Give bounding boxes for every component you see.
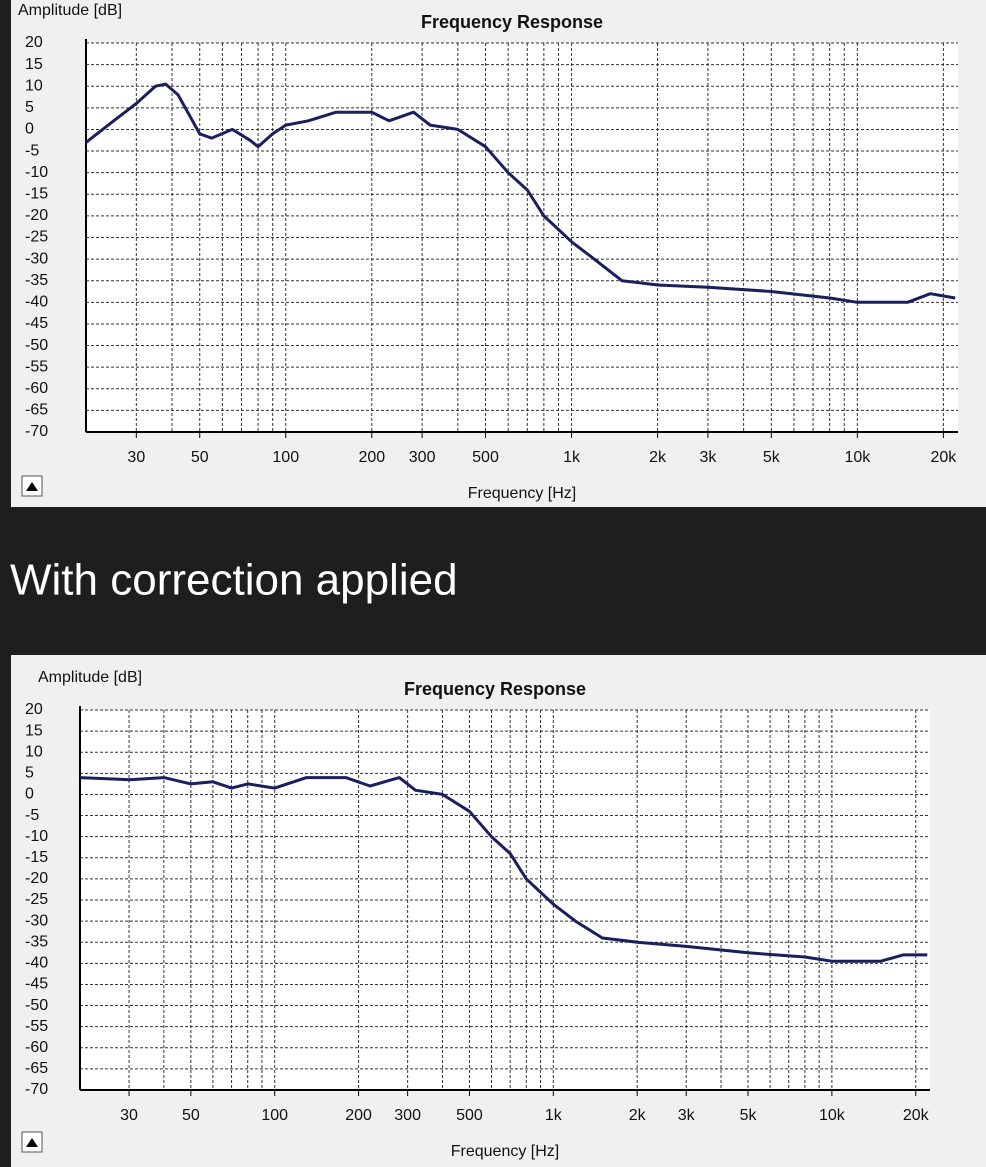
x-tick-label: 5k xyxy=(763,449,781,466)
y-tick-label: -60 xyxy=(25,1039,48,1056)
chart-title: Frequency Response xyxy=(404,679,586,699)
x-tick-label: 100 xyxy=(261,1107,288,1124)
y-tick-label: -50 xyxy=(25,337,48,354)
x-tick-label: 30 xyxy=(127,449,145,466)
y-tick-label: -65 xyxy=(25,402,48,419)
y-tick-label: -60 xyxy=(25,380,48,397)
x-tick-label: 100 xyxy=(272,449,299,466)
y-tick-label: -65 xyxy=(25,1060,48,1077)
x-tick-label: 50 xyxy=(191,449,209,466)
x-tick-label: 200 xyxy=(345,1107,372,1124)
x-tick-label: 500 xyxy=(456,1107,483,1124)
y-tick-label: -50 xyxy=(25,997,48,1014)
y-tick-label: -40 xyxy=(25,294,48,311)
y-tick-label: -10 xyxy=(25,164,48,181)
x-tick-label: 1k xyxy=(545,1107,563,1124)
x-tick-label: 3k xyxy=(699,449,717,466)
heading: With correction applied xyxy=(10,556,458,605)
x-axis-label: Frequency [Hz] xyxy=(468,485,576,502)
chart-title: Frequency Response xyxy=(421,12,603,32)
scroll-button[interactable] xyxy=(21,1131,43,1153)
y-tick-label: -55 xyxy=(25,1018,48,1035)
x-tick-label: 500 xyxy=(472,449,499,466)
y-tick-label: -15 xyxy=(25,849,48,866)
x-tick-label: 50 xyxy=(182,1107,200,1124)
y-tick-label: -55 xyxy=(25,358,48,375)
y-tick-label: 15 xyxy=(25,56,43,73)
x-tick-label: 20k xyxy=(930,449,957,466)
y-tick-label: -45 xyxy=(25,976,48,993)
x-tick-label: 20k xyxy=(903,1107,930,1124)
y-tick-label: -30 xyxy=(25,250,48,267)
y-tick-label: 0 xyxy=(25,121,34,138)
panel-border xyxy=(0,0,11,507)
y-tick-label: -10 xyxy=(25,828,48,845)
y-tick-label: -5 xyxy=(25,807,39,824)
y-tick-label: 5 xyxy=(25,765,34,782)
y-tick-label: 5 xyxy=(25,99,34,116)
y-tick-label: -20 xyxy=(25,870,48,887)
y-tick-label: 0 xyxy=(25,786,34,803)
y-tick-label: -70 xyxy=(25,423,48,440)
y-axis-label: Amplitude [dB] xyxy=(18,2,122,19)
y-tick-label: -30 xyxy=(25,912,48,929)
panel-border xyxy=(0,655,11,1167)
y-axis-label: Amplitude [dB] xyxy=(38,669,142,686)
x-tick-label: 5k xyxy=(740,1107,758,1124)
y-tick-label: 15 xyxy=(25,722,43,739)
x-tick-label: 10k xyxy=(819,1107,846,1124)
chart: 20151050-5-10-15-20-25-30-35-40-45-50-55… xyxy=(25,669,930,1160)
response-line xyxy=(79,776,928,963)
y-tick-label: -25 xyxy=(25,891,48,908)
x-tick-label: 200 xyxy=(358,449,385,466)
response-line xyxy=(85,82,956,304)
x-tick-label: 1k xyxy=(563,449,581,466)
y-tick-label: -40 xyxy=(25,955,48,972)
y-tick-label: 20 xyxy=(25,701,43,718)
x-tick-label: 300 xyxy=(394,1107,421,1124)
y-tick-label: -5 xyxy=(25,142,39,159)
x-axis-label: Frequency [Hz] xyxy=(451,1143,559,1160)
y-tick-label: -20 xyxy=(25,207,48,224)
y-tick-label: 10 xyxy=(25,743,43,760)
y-tick-label: -25 xyxy=(25,229,48,246)
x-tick-label: 2k xyxy=(629,1107,647,1124)
y-tick-label: -45 xyxy=(25,315,48,332)
y-tick-label: 20 xyxy=(25,34,43,51)
x-tick-label: 30 xyxy=(120,1107,138,1124)
scroll-button[interactable] xyxy=(21,475,43,497)
y-tick-label: -15 xyxy=(25,185,48,202)
chart: 20151050-5-10-15-20-25-30-35-40-45-50-55… xyxy=(18,2,958,502)
x-tick-label: 10k xyxy=(844,449,871,466)
y-tick-label: -70 xyxy=(25,1081,48,1098)
y-tick-label: -35 xyxy=(25,272,48,289)
x-tick-label: 3k xyxy=(678,1107,696,1124)
y-tick-label: 10 xyxy=(25,77,43,94)
x-tick-label: 2k xyxy=(649,449,667,466)
y-tick-label: -35 xyxy=(25,933,48,950)
x-tick-label: 300 xyxy=(409,449,436,466)
